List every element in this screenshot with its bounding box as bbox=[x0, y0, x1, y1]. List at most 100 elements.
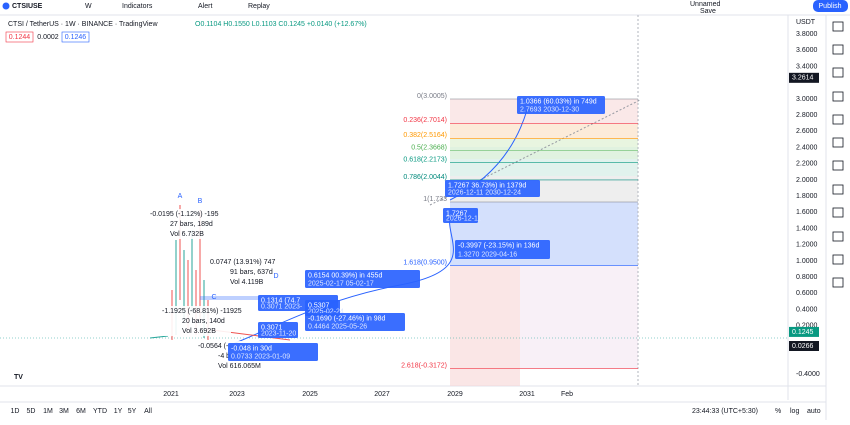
price-tick-label: 0.2000 bbox=[796, 323, 818, 330]
measure-box bbox=[147, 209, 219, 239]
wave-label: A bbox=[178, 193, 183, 200]
alert[interactable]: Alert bbox=[198, 3, 212, 10]
callout-sub: 2026-12-11 2030-12-24 bbox=[448, 189, 521, 196]
percent-toggle[interactable]: % bbox=[775, 408, 781, 415]
clock: 23:44:33 (UTC+5:30) bbox=[692, 408, 758, 415]
wave-label: B bbox=[198, 198, 203, 205]
range-button[interactable]: 6M bbox=[76, 408, 86, 415]
callout-main: -0.048 in 30d bbox=[231, 345, 272, 352]
price-tick-label: 3.8000 bbox=[796, 31, 818, 38]
indicators[interactable]: Indicators bbox=[122, 3, 153, 10]
measure-text: -4 b bbox=[218, 353, 230, 360]
callout-box bbox=[517, 96, 605, 114]
interval[interactable]: W bbox=[85, 3, 92, 10]
callout-main: 0.6154 00.39%) in 455d bbox=[308, 272, 382, 279]
range-button[interactable]: All bbox=[144, 408, 152, 415]
measure-box bbox=[207, 257, 279, 287]
range-button[interactable]: 5Y bbox=[128, 408, 137, 415]
price-tick-label: 1.8000 bbox=[796, 193, 818, 200]
wave-label: D bbox=[273, 273, 278, 280]
price-tick-label: 2.2000 bbox=[796, 161, 818, 168]
time-tick-label: 2025 bbox=[302, 391, 318, 398]
price-tick-label: 2.0000 bbox=[796, 177, 818, 184]
callout-main: -0.1690 (-27.46%) in 98d bbox=[308, 315, 386, 322]
range-button[interactable]: 5D bbox=[27, 408, 36, 415]
layout-name[interactable]: Unnamed bbox=[690, 1, 720, 8]
range-button[interactable]: 3M bbox=[59, 408, 69, 415]
callout-main: 0.3071 bbox=[261, 324, 283, 331]
fib-label: 0.236(2.7014) bbox=[403, 117, 447, 124]
publish-button[interactable] bbox=[813, 0, 848, 12]
price-tick-label: 1.4000 bbox=[796, 225, 818, 232]
fib-label: 0.786(2.0044) bbox=[403, 174, 447, 181]
time-tick-label: 2031 bbox=[519, 391, 535, 398]
symbol[interactable]: CTSIUSE bbox=[12, 3, 43, 10]
callout-sub: 2023-11-20 bbox=[261, 330, 296, 337]
publish[interactable]: Publish bbox=[819, 3, 842, 10]
callout-sub: 0.0733 2023-01-09 bbox=[231, 353, 290, 360]
measure-text: -0.0564 (- bbox=[198, 343, 229, 350]
chart-title: CTSI / TetherUS · 1W · BINANCE · Trading… bbox=[8, 21, 158, 28]
callout-main: 1.0366 (60.03%) in 749d bbox=[520, 98, 597, 105]
range-button[interactable]: YTD bbox=[93, 408, 107, 415]
spread: 0.0002 bbox=[37, 34, 59, 41]
measure-text: Vol 3.692B bbox=[182, 328, 216, 335]
price-mark: 0.1245 bbox=[792, 329, 814, 336]
price-mark: 3.2614 bbox=[792, 75, 814, 82]
measure-text: -1.1925 (-68.81%) -11925 bbox=[162, 308, 242, 315]
price-tick-label: 1.0000 bbox=[796, 258, 818, 265]
price-tick-label: 1.6000 bbox=[796, 209, 818, 216]
tv-logo: TV bbox=[14, 374, 23, 381]
callout-sub: 0.3071 2023- bbox=[261, 303, 303, 310]
price-tick-label: 1.2000 bbox=[796, 242, 818, 249]
callout-main: -0.3997 (-23.15%) in 136d bbox=[458, 242, 539, 249]
save[interactable]: Save bbox=[700, 8, 716, 15]
log-toggle[interactable]: log bbox=[790, 408, 799, 415]
measure-text: 20 bars, 140d bbox=[182, 318, 225, 325]
price-mark: 0.0266 bbox=[792, 343, 814, 350]
callout-sub: 2025-02-24 bbox=[308, 308, 344, 315]
wave-label: C bbox=[211, 294, 216, 301]
bid-box bbox=[5, 31, 34, 43]
fib-label: 0.618(2.2173) bbox=[403, 156, 447, 163]
callout-box bbox=[455, 240, 550, 259]
trend-dotted bbox=[429, 99, 641, 206]
range-button[interactable]: 1Y bbox=[114, 408, 123, 415]
price-tick-label: 2.8000 bbox=[796, 112, 818, 119]
fib-label: 1.618(0.9500) bbox=[403, 259, 447, 266]
price-mark-bg bbox=[789, 341, 819, 351]
callout-main: 0.1314 (74.7 bbox=[261, 297, 300, 304]
auto-toggle[interactable]: auto bbox=[807, 408, 821, 415]
price-tick-label: 3.4000 bbox=[796, 63, 818, 70]
callout-box bbox=[443, 208, 478, 223]
callout-sub: 2026-12-11 bbox=[446, 215, 481, 222]
range-button[interactable]: 1M bbox=[43, 408, 53, 415]
fib-label: 0.382(2.5164) bbox=[403, 132, 447, 139]
fib-label: 0(3.0005) bbox=[417, 93, 447, 100]
ohlc: O0.1104 H0.1550 L0.1103 C0.1245 +0.0140 … bbox=[195, 21, 367, 28]
replay[interactable]: Replay bbox=[248, 3, 270, 10]
time-tick-label: Feb bbox=[561, 391, 573, 398]
price-mark-bg bbox=[789, 72, 819, 83]
callout-box bbox=[305, 300, 340, 316]
price-tick-label: 0.8000 bbox=[796, 274, 818, 281]
price-mark-bg bbox=[789, 326, 819, 337]
ask-box bbox=[61, 31, 90, 43]
range-button[interactable]: 1D bbox=[11, 408, 20, 415]
currency: USDT bbox=[796, 19, 816, 26]
measure-text: -0.0195 (-1.12%) -195 bbox=[150, 211, 219, 218]
fib-label: 1(1.733 bbox=[423, 196, 447, 203]
price-tick-label: 3.6000 bbox=[796, 47, 818, 54]
sidebar-icons bbox=[832, 21, 844, 288]
fib-label: 2.618(-0.3172) bbox=[401, 362, 447, 369]
callout-sub: 2025-02-17 05-02-17 bbox=[308, 280, 374, 287]
measure-text: Vol 616.065M bbox=[218, 363, 261, 370]
time-tick-label: 2027 bbox=[374, 391, 390, 398]
callout-box bbox=[305, 313, 405, 331]
bid: 0.1244 bbox=[9, 34, 31, 41]
measure-box bbox=[159, 306, 231, 336]
measure-text: 27 bars, 189d bbox=[170, 221, 213, 228]
measure-text: 91 bars, 637d bbox=[230, 269, 273, 276]
